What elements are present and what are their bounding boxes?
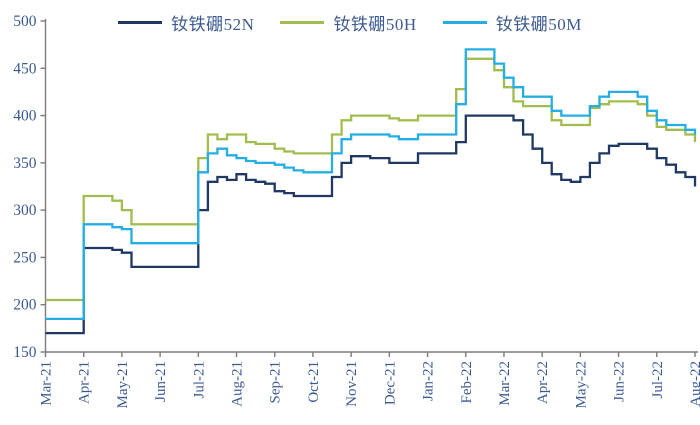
svg-text:May-21: May-21 — [115, 361, 131, 409]
svg-text:350: 350 — [13, 155, 37, 172]
legend-swatch-52n-icon — [118, 21, 163, 24]
legend-swatch-50h-icon — [280, 21, 325, 24]
svg-text:300: 300 — [13, 202, 37, 219]
svg-text:Apr-22: Apr-22 — [535, 361, 551, 404]
svg-text:150: 150 — [13, 344, 37, 361]
svg-text:Jun-22: Jun-22 — [612, 361, 628, 402]
legend-swatch-50m-icon — [442, 21, 487, 24]
svg-text:May-22: May-22 — [573, 361, 589, 409]
svg-text:Jan-22: Jan-22 — [421, 361, 437, 401]
svg-text:Nov-21: Nov-21 — [344, 361, 360, 407]
legend-label-52n: 钕铁硼52N — [171, 15, 255, 34]
svg-text:Feb-22: Feb-22 — [459, 361, 475, 404]
svg-text:Aug-21: Aug-21 — [230, 361, 246, 407]
svg-text:Sep-21: Sep-21 — [268, 361, 284, 404]
legend-label-50h: 钕铁硼50H — [333, 15, 417, 34]
svg-text:400: 400 — [13, 108, 37, 125]
svg-text:Jun-21: Jun-21 — [153, 361, 169, 402]
svg-text:Apr-21: Apr-21 — [77, 361, 93, 404]
svg-text:200: 200 — [13, 297, 37, 314]
chart-legend: 钕铁硼52N 钕铁硼50H 钕铁硼50M — [0, 10, 700, 35]
svg-text:250: 250 — [13, 249, 37, 266]
svg-text:Mar-22: Mar-22 — [497, 361, 513, 406]
legend-item-50h: 钕铁硼50H — [280, 10, 416, 35]
svg-text:Dec-21: Dec-21 — [382, 361, 398, 405]
svg-text:450: 450 — [13, 60, 37, 77]
svg-text:Oct-21: Oct-21 — [306, 361, 322, 403]
svg-text:500: 500 — [13, 13, 37, 30]
legend-label-50m: 钕铁硼50M — [495, 15, 582, 34]
legend-item-52n: 钕铁硼52N — [118, 10, 254, 35]
svg-text:Jul-21: Jul-21 — [191, 361, 207, 399]
svg-text:Aug-22: Aug-22 — [688, 361, 700, 407]
svg-text:Jul-22: Jul-22 — [650, 361, 666, 399]
legend-item-50m: 钕铁硼50M — [442, 10, 582, 35]
svg-text:Mar-21: Mar-21 — [39, 361, 55, 406]
